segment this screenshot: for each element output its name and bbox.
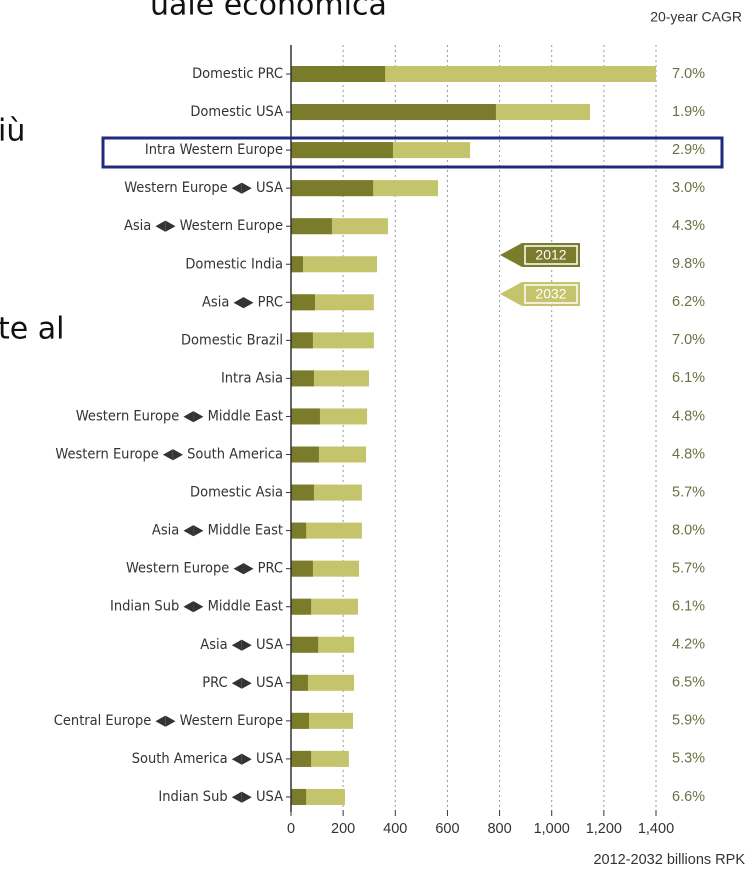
legend-label: 2012: [535, 247, 566, 263]
bar: [291, 446, 319, 463]
x-tick-label: 1,000: [534, 821, 570, 837]
legend-box: [524, 284, 578, 304]
category-label: Asia ◀▶ Middle East: [152, 523, 283, 539]
bar: [291, 104, 496, 121]
x-tick-label: 1,200: [586, 821, 622, 837]
cagr-label: 3.0%: [672, 180, 705, 196]
category-label: South America ◀▶ USA: [132, 751, 283, 767]
cagr-header: 20-year CAGR: [650, 9, 742, 25]
category-label: Asia ◀▶ USA: [200, 637, 283, 653]
bar: [291, 522, 307, 539]
cagr-label: 4.3%: [672, 218, 705, 234]
category-label: Intra Asia: [221, 370, 283, 386]
category-label: Western Europe ◀▶ Middle East: [76, 408, 283, 424]
bar: [291, 294, 315, 311]
category-label: Western Europe ◀▶ USA: [124, 180, 283, 196]
bar: [291, 66, 386, 82]
cagr-label: 6.5%: [672, 675, 705, 691]
category-label: Asia ◀▶ Western Europe: [124, 218, 283, 234]
bar: [291, 256, 303, 273]
category-label: Indian Sub ◀▶ Middle East: [110, 599, 283, 615]
x-tick-label: 800: [487, 821, 511, 837]
bar: [291, 408, 320, 425]
bar: [291, 712, 309, 729]
category-label: Domestic India: [185, 256, 283, 272]
bar: [291, 560, 313, 577]
cagr-label: 4.8%: [672, 408, 705, 424]
cagr-label: 8.0%: [672, 522, 705, 538]
category-label: Domestic PRC: [192, 66, 283, 82]
bar: [291, 522, 362, 539]
cagr-label: 9.8%: [672, 256, 705, 272]
bar: [291, 484, 314, 501]
legend-swatch: [500, 243, 580, 267]
legend-box: [524, 245, 578, 265]
legend-swatch: [500, 282, 580, 306]
bar: [291, 750, 312, 767]
x-tick-label: 0: [287, 821, 295, 837]
bar: [291, 256, 378, 273]
cagr-label: 5.7%: [672, 484, 705, 500]
cagr-label: 6.1%: [672, 599, 705, 615]
bar: [291, 788, 307, 805]
category-label: Western Europe ◀▶ South America: [55, 447, 283, 463]
bar: [291, 332, 313, 349]
category-label: Central Europe ◀▶ Western Europe: [54, 713, 283, 729]
highlight-box: [101, 136, 724, 169]
cagr-label: 5.3%: [672, 751, 705, 767]
category-label: PRC ◀▶ USA: [202, 675, 283, 691]
cagr-label: 1.9%: [672, 104, 705, 120]
cagr-label: 4.2%: [672, 637, 705, 653]
legend-label: 2032: [535, 286, 566, 302]
bar: [291, 142, 393, 159]
slide-text: uale economica: [150, 0, 387, 23]
category-label: Domestic USA: [190, 104, 283, 120]
category-label: Domestic Asia: [190, 485, 283, 501]
bar: [291, 370, 314, 387]
category-label: Asia ◀▶ PRC: [202, 294, 283, 310]
bar: [291, 598, 312, 615]
cagr-label: 7.0%: [672, 66, 705, 82]
bar: [291, 180, 374, 197]
x-tick-label: 1,400: [638, 821, 674, 837]
cagr-label: 4.8%: [672, 446, 705, 462]
x-tick-label: 600: [435, 821, 459, 837]
cagr-label: 6.2%: [672, 294, 705, 310]
cagr-label: 5.9%: [672, 713, 705, 729]
cagr-label: 6.1%: [672, 370, 705, 386]
x-tick-label: 400: [383, 821, 407, 837]
category-label: Intra Western Europe: [145, 142, 283, 158]
cagr-label: 2.9%: [672, 142, 705, 158]
bar: [291, 674, 308, 691]
x-tick-label: 200: [331, 821, 355, 837]
category-label: Domestic Brazil: [181, 332, 283, 348]
slide-text: iù: [0, 114, 25, 149]
cagr-label: 5.7%: [672, 560, 705, 576]
slide-text: te al: [0, 312, 64, 347]
bar: [291, 636, 319, 653]
category-label: Indian Sub ◀▶ USA: [158, 789, 283, 805]
category-label: Western Europe ◀▶ PRC: [126, 561, 283, 577]
cagr-label: 6.6%: [672, 789, 705, 805]
x-axis-title: 2012-2032 billions RPK: [593, 852, 745, 868]
cagr-label: 7.0%: [672, 332, 705, 348]
bar: [291, 218, 332, 235]
